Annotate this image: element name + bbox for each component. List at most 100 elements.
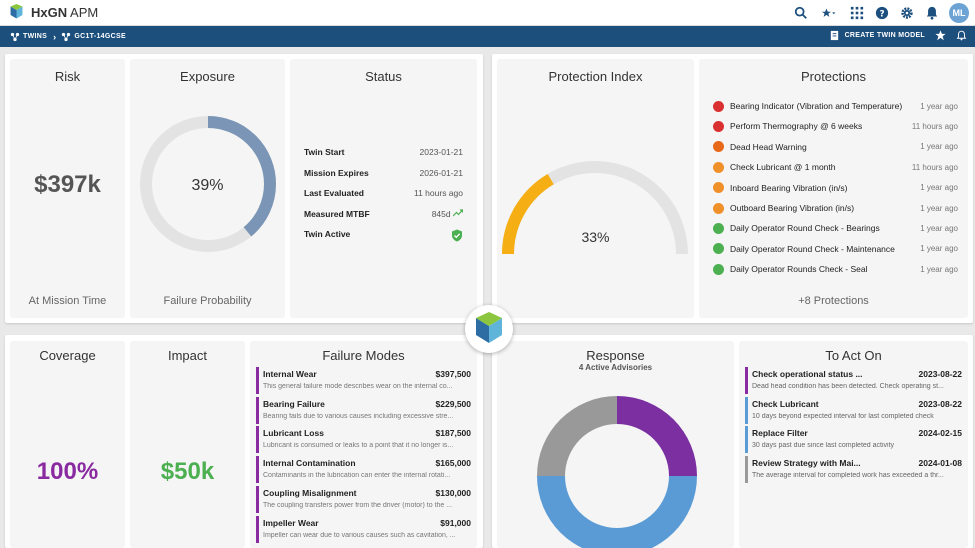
- breadcrumb-root-label: TWINS: [23, 33, 48, 40]
- response-donut-chart: [537, 396, 697, 548]
- failure-mode-item[interactable]: Internal Wear $397,500 This general failur…: [256, 367, 471, 394]
- help-icon[interactable]: ?: [874, 5, 890, 21]
- failure-mode-item[interactable]: Coupling Misalignment $130,000 The couplin…: [256, 485, 471, 513]
- breadcrumb-bar: TWINS › GC1T-14GCSE CREATE TWIN MODEL: [0, 26, 975, 47]
- protection-time: 1 year ago: [920, 183, 958, 193]
- protection-name: Perform Thermography @ 6 weeks: [730, 121, 863, 132]
- trend-up-icon: [452, 209, 464, 217]
- action-name: Check operational status ...: [752, 369, 863, 379]
- protection-time: 1 year ago: [920, 142, 958, 152]
- risk-value: $397k: [34, 171, 101, 198]
- protection-index-card[interactable]: Protection Index 33%: [497, 59, 694, 318]
- action-description: Dead head condition has been detected. C…: [752, 383, 944, 390]
- response-slice[interactable]: [617, 396, 697, 476]
- response-title: Response: [586, 348, 645, 363]
- protection-item[interactable]: Daily Operator Round Check - Bearings 1 y…: [713, 221, 958, 235]
- exposure-card[interactable]: Exposure 39% Failure Probability: [130, 59, 285, 318]
- risk-card[interactable]: Risk $397k At Mission Time: [10, 59, 125, 318]
- protection-name: Daily Operator Round Check - Maintenance: [730, 243, 895, 254]
- protection-name: Dead Head Warning: [730, 141, 807, 152]
- failure-mode-description: Contaminants in the lubrication can ente…: [263, 472, 451, 480]
- action-date: 2024-02-15: [918, 428, 962, 439]
- app-logo[interactable]: HxGN APM: [8, 4, 98, 21]
- action-name: Check Lubricant: [752, 398, 819, 409]
- action-item[interactable]: Review Strategy with Mai... 2024-01-08 The…: [745, 456, 962, 484]
- impact-card[interactable]: Impact $50k: [130, 341, 245, 548]
- protection-panel: Protection Index 33% Protections Bearing…: [492, 54, 973, 323]
- twins-network-icon: [10, 32, 20, 41]
- exposure-title: Exposure: [180, 69, 235, 84]
- response-slice[interactable]: [537, 396, 617, 476]
- failure-mode-amount: $229,500: [435, 398, 471, 409]
- protection-time: 1 year ago: [920, 264, 958, 274]
- protection-name: Outboard Bearing Vibration (in/s): [730, 203, 855, 213]
- protection-item[interactable]: Bearing Indicator (Vibration and Tempera…: [713, 99, 958, 113]
- favorite-star-icon[interactable]: [935, 30, 946, 41]
- failure-mode-description: The coupling transfers power from the dr…: [263, 501, 453, 509]
- failure-mode-name: Coupling Misalignment: [263, 487, 357, 498]
- action-item[interactable]: Replace Filter 2024-02-15 30 days past due…: [745, 426, 962, 454]
- protection-time: 1 year ago: [920, 244, 958, 254]
- protections-card: Protections Bearing Indicator (Vibration…: [699, 59, 968, 318]
- breadcrumb-twins[interactable]: TWINS: [10, 32, 47, 42]
- status-dot-icon: [713, 100, 724, 112]
- to-act-on-card: To Act On Check operational status ... 20…: [739, 341, 968, 548]
- center-hexagon-logo[interactable]: [465, 305, 513, 353]
- status-card: Status Twin Start 2023-01-21 Mission Expi…: [290, 59, 477, 318]
- shield-check-icon: [452, 229, 462, 242]
- response-card[interactable]: Response 4 Active Advisories: [497, 341, 734, 548]
- response-subtitle: 4 Active Advisories: [578, 363, 653, 372]
- protection-item[interactable]: Daily Operator Round Check - Maintenance…: [713, 242, 958, 256]
- protection-item[interactable]: Daily Operator Rounds Check - Seal 1 year…: [713, 262, 958, 276]
- favorites-star-icon[interactable]: [818, 5, 840, 21]
- exposure-donut-chart: [140, 116, 276, 252]
- protection-name: Daily Operator Rounds Check - Seal: [730, 264, 868, 275]
- failure-mode-item[interactable]: Bearing Failure $229,500 Bearing fails due…: [256, 396, 471, 424]
- action-date: 2024-01-08: [918, 458, 962, 469]
- exposure-arc: [140, 116, 276, 252]
- coverage-value: 100%: [36, 458, 99, 485]
- failure-mode-name: Impeller Wear: [263, 517, 319, 528]
- protection-item[interactable]: Dead Head Warning 1 year ago: [713, 140, 958, 154]
- failure-mode-item[interactable]: Internal Contamination $165,000 Contaminan…: [256, 456, 471, 484]
- status-dot-icon: [713, 182, 724, 194]
- status-dot-icon: [713, 243, 724, 255]
- breadcrumb-current[interactable]: GC1T-14GCSE: [61, 32, 126, 42]
- failure-mode-amount: $130,000: [435, 487, 471, 498]
- coverage-card[interactable]: Coverage 100%: [10, 341, 125, 548]
- status-dot-icon: [713, 202, 724, 214]
- more-protections-link[interactable]: +8 Protections: [798, 295, 869, 307]
- apps-grid-icon[interactable]: [849, 5, 865, 21]
- protection-name: Check Lubricant @ 1 month: [730, 162, 836, 173]
- action-item[interactable]: Check operational status ... 2023-08-22 De…: [745, 367, 962, 394]
- action-description: 10 days beyond expected interval for las…: [752, 412, 934, 420]
- gauge-fill: [502, 173, 554, 255]
- protection-item[interactable]: Outboard Bearing Vibration (in/s) 1 year …: [713, 201, 958, 215]
- response-slice[interactable]: [537, 476, 697, 548]
- risk-caption: At Mission Time: [28, 295, 107, 307]
- search-icon[interactable]: [793, 5, 809, 21]
- failure-mode-description: Impeller can wear due to various causes …: [263, 531, 456, 539]
- settings-gear-icon[interactable]: [899, 5, 915, 21]
- protection-item[interactable]: Perform Thermography @ 6 weeks 11 hours a…: [713, 119, 958, 133]
- create-twin-model-button[interactable]: CREATE TWIN MODEL: [829, 30, 925, 41]
- failure-mode-item[interactable]: Impeller Wear $91,000 Impeller can wear du…: [256, 515, 471, 543]
- protection-item[interactable]: Inboard Bearing Vibration (in/s) 1 year a…: [713, 181, 958, 195]
- user-avatar[interactable]: ML: [949, 3, 969, 23]
- document-icon: [830, 30, 838, 41]
- failure-mode-item[interactable]: Lubricant Loss $187,500 Lubricant is consu…: [256, 426, 471, 454]
- notifications-bell-icon[interactable]: [924, 5, 940, 21]
- to-act-on-title: To Act On: [825, 348, 882, 363]
- action-date: 2023-08-22: [918, 369, 962, 379]
- breadcrumb-current-label: GC1T-14GCSE: [74, 33, 126, 40]
- failure-mode-amount: $397,500: [435, 369, 471, 379]
- status-dot-icon: [713, 222, 724, 234]
- protection-time: 1 year ago: [920, 223, 958, 233]
- protection-item[interactable]: Check Lubricant @ 1 month 11 hours ago: [713, 160, 958, 174]
- protection-name: Inboard Bearing Vibration (in/s): [730, 182, 848, 193]
- action-item[interactable]: Check Lubricant 2023-08-22 10 days beyond …: [745, 396, 962, 424]
- create-twin-model-label: CREATE TWIN MODEL: [844, 32, 925, 39]
- notify-bell-icon[interactable]: [956, 30, 967, 41]
- top-bar: HxGN APM ? ML: [0, 0, 975, 26]
- status-title: Status: [365, 69, 402, 84]
